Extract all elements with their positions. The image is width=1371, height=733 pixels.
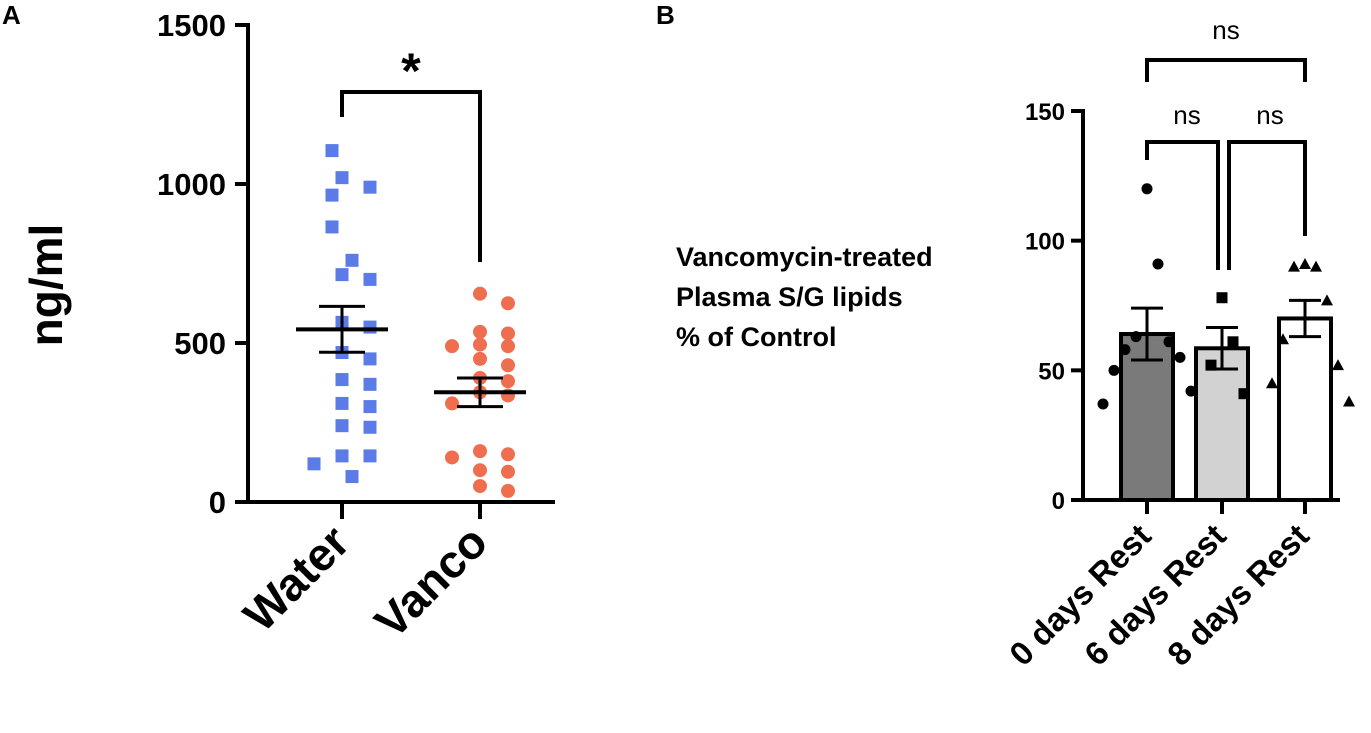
- panel-label-b: B: [656, 0, 675, 30]
- vanco-point: [473, 463, 487, 478]
- point-8-days: [1321, 294, 1333, 306]
- water-point: [363, 352, 377, 366]
- water-point: [345, 470, 359, 484]
- water-point: [363, 449, 377, 463]
- point-0-days: [1185, 385, 1197, 397]
- significance-bracket-b-0: [1145, 58, 1307, 82]
- point-6-days: [1227, 336, 1239, 348]
- water-point: [363, 320, 377, 334]
- point-0-days: [1152, 258, 1164, 270]
- point-8-days: [1299, 258, 1311, 270]
- chart-a: ng/ml 0 500 1000 1500 Water Vanco *: [20, 8, 555, 648]
- water-point: [335, 268, 349, 282]
- vanco-point: [501, 483, 515, 498]
- point-6-days: [1205, 359, 1217, 371]
- point-0-days: [1174, 351, 1186, 363]
- point-0-days: [1141, 183, 1153, 195]
- water-point: [345, 253, 359, 267]
- stats-b: [1131, 298, 1321, 371]
- y-tick-label-b: 150: [1025, 99, 1065, 126]
- vanco-point: [473, 351, 487, 366]
- significance-bracket-b-1: [1145, 140, 1220, 270]
- point-8-days: [1277, 333, 1289, 345]
- point-8-days: [1266, 377, 1278, 389]
- y-tick-label-b: 50: [1038, 358, 1065, 385]
- water-point: [363, 272, 377, 286]
- significance-bracket-a: [340, 90, 482, 262]
- point-0-days: [1097, 398, 1109, 410]
- bars-b: [1119, 316, 1333, 503]
- vanco-point: [501, 374, 515, 389]
- y-tick-label-b: 100: [1025, 229, 1065, 256]
- significance-label-b-0: ns: [1212, 15, 1239, 45]
- bar-1: [1194, 346, 1250, 503]
- vanco-point: [501, 296, 515, 311]
- water-point: [325, 144, 339, 158]
- water-point: [363, 377, 377, 391]
- vanco-point: [501, 339, 515, 354]
- significance-label-b-1: ns: [1173, 100, 1200, 130]
- y-tick-label-b: 0: [1052, 488, 1065, 515]
- vanco-point: [473, 444, 487, 459]
- y-axis-label-b-line-1: Vancomycin-treated: [676, 242, 933, 272]
- y-axis-label-a: ng/ml: [20, 224, 72, 347]
- vanco-point: [445, 396, 459, 411]
- significance-bracket-b-2: [1227, 140, 1307, 270]
- data-points-b: [1097, 183, 1355, 410]
- point-8-days: [1310, 260, 1322, 272]
- point-0-days: [1130, 331, 1142, 343]
- water-point: [363, 180, 377, 194]
- y-axis-label-b-line-2: Plasma S/G lipids: [676, 282, 903, 312]
- vanco-point: [501, 464, 515, 479]
- water-point: [363, 420, 377, 434]
- stats-a: [296, 304, 526, 409]
- data-points-a: [307, 144, 515, 498]
- bar-2: [1277, 316, 1333, 503]
- vanco-point: [473, 324, 487, 339]
- water-point: [325, 220, 339, 234]
- significance-b: ns ns ns: [1145, 15, 1307, 270]
- water-point: [335, 449, 349, 463]
- vanco-point: [473, 286, 487, 301]
- water-point: [335, 171, 349, 185]
- vanco-point: [473, 337, 487, 352]
- y-tick-label-a: 1000: [157, 167, 226, 202]
- y-tick-label-a: 1500: [157, 8, 226, 43]
- water-point: [363, 400, 377, 414]
- significance-label-a: *: [401, 43, 421, 99]
- vanco-point: [501, 447, 515, 462]
- chart-b: Vancomycin-treated Plasma S/G lipids % o…: [676, 15, 1355, 673]
- point-6-days: [1216, 292, 1228, 304]
- y-axis-label-b-line-3: % of Control: [676, 322, 836, 352]
- point-8-days: [1288, 260, 1300, 272]
- significance-a: *: [340, 43, 482, 262]
- point-0-days: [1163, 336, 1175, 348]
- y-tick-label-a: 0: [209, 485, 226, 520]
- water-point: [335, 419, 349, 433]
- vanco-point: [445, 339, 459, 354]
- point-0-days: [1108, 364, 1120, 376]
- point-0-days: [1119, 344, 1131, 356]
- vanco-point: [501, 358, 515, 373]
- water-point: [335, 396, 349, 410]
- water-point: [335, 373, 349, 387]
- significance-label-b-2: ns: [1256, 100, 1283, 130]
- x-tick-label-a: Vanco: [364, 515, 497, 648]
- water-point: [307, 457, 321, 471]
- point-6-days: [1238, 388, 1250, 400]
- panel-label-a: A: [2, 0, 21, 30]
- point-8-days: [1343, 395, 1355, 407]
- point-8-days: [1332, 359, 1344, 371]
- vanco-point: [473, 479, 487, 494]
- y-tick-label-a: 500: [174, 326, 226, 361]
- water-point: [325, 188, 339, 202]
- vanco-point: [501, 326, 515, 341]
- x-tick-label-a: Water: [233, 515, 359, 641]
- vanco-point: [445, 450, 459, 465]
